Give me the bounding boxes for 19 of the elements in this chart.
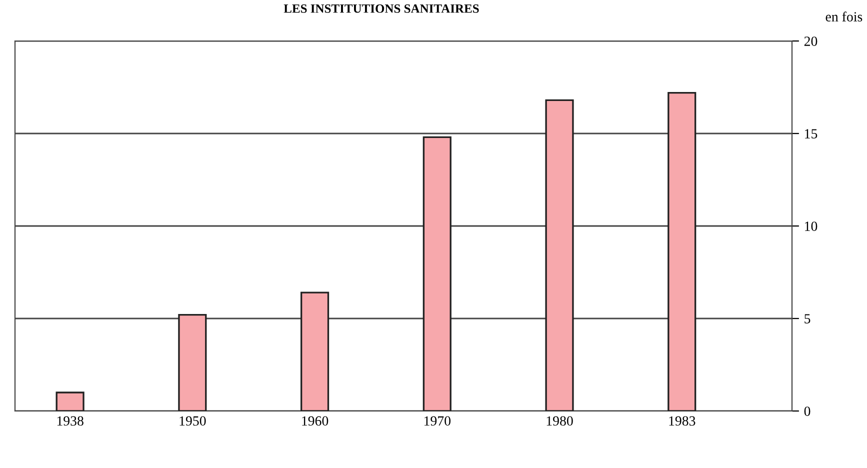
- bar: [56, 392, 84, 411]
- bar: [422, 136, 452, 411]
- chart-title: LES INSTITUTIONS SANITAIRES: [284, 4, 479, 13]
- bar: [668, 92, 696, 411]
- bar: [178, 314, 207, 411]
- y-tick-label: 20: [804, 36, 818, 46]
- y-tick-label: 0: [804, 406, 810, 416]
- y-tick-label: 5: [804, 314, 810, 324]
- bar: [300, 292, 330, 411]
- x-tick-label: 1980: [546, 416, 573, 426]
- x-tick-label: 1938: [57, 416, 84, 426]
- x-tick-label: 1970: [424, 416, 451, 426]
- bar: [545, 99, 574, 411]
- y-tick-label: 10: [805, 222, 818, 231]
- x-tick-label: 1950: [180, 416, 206, 426]
- x-tick-label: 1960: [302, 416, 328, 426]
- y-axis-title: en fois: [826, 12, 862, 22]
- x-tick-label: 1983: [669, 416, 696, 426]
- y-tick-label: 15: [805, 129, 818, 138]
